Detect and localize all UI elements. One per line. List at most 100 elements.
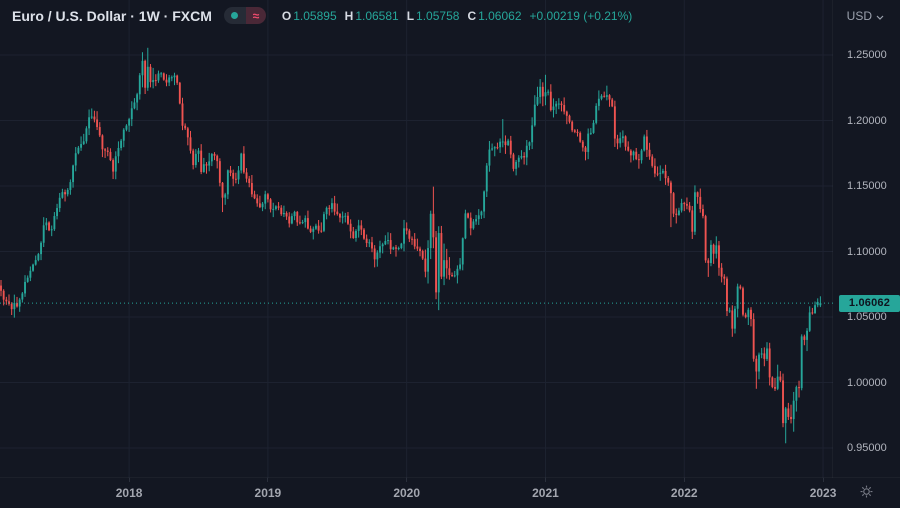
candle-body	[216, 155, 219, 162]
candle-body	[525, 145, 528, 158]
candle-body	[533, 104, 536, 126]
market-status-dot-icon	[223, 7, 246, 24]
candle-body	[648, 149, 651, 157]
candle-body	[656, 173, 659, 175]
year-tick-label: 2021	[532, 486, 559, 500]
candle-body	[544, 92, 547, 97]
candle-body	[128, 119, 131, 126]
candle-body	[523, 156, 526, 158]
price-axis[interactable]: 1.25000 1.20000 1.15000 1.10000 1.05000 1.000…	[832, 0, 900, 478]
candle-body	[640, 150, 643, 161]
candle-body	[53, 216, 56, 230]
candle-body	[782, 380, 784, 424]
candle-body	[576, 131, 579, 133]
currency-selector[interactable]: USD	[847, 9, 884, 23]
candle-body	[157, 73, 160, 81]
candle-body	[261, 203, 264, 208]
candle-body	[2, 290, 5, 300]
candle-body	[795, 387, 798, 401]
candle-body	[98, 127, 101, 136]
candle-body	[451, 275, 454, 277]
candle-body	[181, 103, 184, 126]
candle-body	[571, 121, 574, 131]
close-readout: C 1.06062	[467, 8, 522, 23]
candle-body	[776, 376, 779, 389]
market-status-toggle[interactable]: ≈	[223, 7, 266, 24]
candle-body	[563, 105, 566, 112]
candle-body	[48, 222, 50, 231]
candle-body	[120, 140, 123, 149]
candle-body	[814, 305, 816, 314]
candle-body	[507, 140, 510, 146]
candle-body	[774, 386, 776, 389]
candle-body	[290, 216, 293, 224]
candle-body	[109, 151, 112, 161]
candle-body	[88, 117, 91, 129]
candle-body	[496, 147, 499, 149]
candle-body	[122, 129, 125, 141]
candle-body	[432, 213, 435, 238]
candle-body	[803, 336, 806, 340]
candle-body	[77, 147, 80, 154]
candle-body	[536, 97, 539, 105]
candle-body	[189, 137, 192, 151]
candle-body	[779, 376, 782, 381]
candle-body	[512, 154, 515, 169]
candle-body	[125, 125, 128, 130]
candle-body	[771, 377, 774, 387]
candle-body	[298, 222, 301, 224]
candle-body	[456, 268, 459, 276]
candle-body	[499, 141, 502, 148]
candle-body	[288, 216, 291, 224]
candlestick-plot[interactable]	[0, 0, 833, 478]
candle-body	[528, 142, 531, 146]
candle-body	[50, 229, 53, 231]
candle-body	[584, 147, 587, 152]
candle-body	[806, 330, 808, 340]
chart-settings-button[interactable]	[857, 482, 876, 504]
candle-body	[477, 215, 480, 220]
candle-body	[664, 170, 667, 179]
candle-body	[165, 79, 168, 83]
candle-body	[58, 197, 61, 209]
time-tick-mark	[683, 478, 685, 482]
candle-body	[13, 303, 16, 310]
candle-body	[82, 141, 85, 145]
year-tick-label: 2018	[115, 486, 143, 500]
candle-body	[96, 119, 99, 128]
candle-body	[333, 203, 336, 212]
low-value: 1.05758	[416, 8, 460, 23]
year-tick-label: 2020	[393, 486, 421, 500]
candle-body	[202, 164, 205, 172]
candle-body	[691, 210, 694, 232]
candle-body	[229, 170, 232, 173]
chevron-down-icon	[876, 9, 884, 23]
candle-body	[541, 86, 544, 97]
candle-body	[106, 150, 109, 152]
candle-body	[184, 125, 187, 129]
candle-body	[61, 192, 64, 198]
candle-body	[653, 165, 656, 174]
candle-body	[589, 132, 592, 134]
candle-body	[672, 193, 675, 214]
candle-body	[488, 149, 491, 166]
candle-body	[208, 161, 211, 166]
time-axis[interactable]: 2018 2019 2020 2021 2022 2023	[0, 477, 836, 508]
candle-body	[467, 213, 470, 218]
candle-body	[371, 242, 373, 249]
candle-body	[443, 260, 445, 277]
price-tick-label: 1.00000	[847, 376, 887, 389]
candle-body	[712, 244, 715, 254]
candle-body	[611, 99, 614, 107]
candle-body	[539, 86, 542, 97]
symbol-title[interactable]: Euro / U.S. Dollar · 1W · FXCM	[12, 7, 212, 24]
candle-body	[266, 194, 269, 200]
time-tick-mark	[128, 478, 130, 482]
candle-body	[400, 243, 403, 249]
candle-body	[448, 268, 451, 276]
candle-body	[21, 293, 24, 300]
candle-body	[37, 254, 40, 261]
year-tick-label: 2019	[254, 486, 282, 500]
candle-body	[587, 133, 590, 152]
price-tick-label: 0.95000	[847, 442, 887, 454]
